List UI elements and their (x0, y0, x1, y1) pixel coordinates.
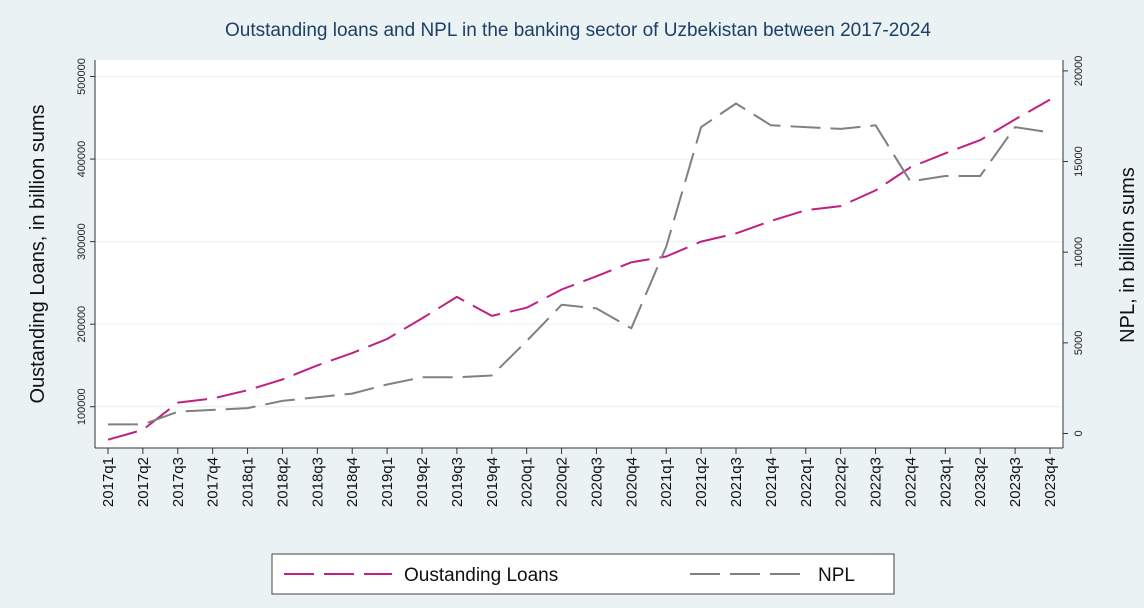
x-tick-label-12: 2020q1 (519, 457, 536, 507)
x-tick-label-21: 2022q2 (833, 457, 850, 507)
y2-axis-label: NPL, in billion sums (1117, 167, 1139, 343)
x-tick-label-9: 2019q2 (414, 457, 431, 507)
x-tick-label-8: 2019q1 (379, 457, 396, 507)
x-tick-label-3: 2017q4 (205, 457, 222, 507)
x-tick-label-22: 2022q3 (868, 457, 885, 507)
legend-label-npl: NPL (818, 565, 855, 586)
y-tick-label-4: 500000 (76, 58, 88, 95)
legend-label-loans: Oustanding Loans (404, 565, 558, 586)
y2-tick-label-4: 20000 (1073, 56, 1085, 87)
x-tick-label-13: 2020q2 (554, 457, 571, 507)
y-tick-label-3: 400000 (76, 141, 88, 178)
y-tick-label-0: 100000 (76, 388, 88, 425)
gridlines (95, 75, 1063, 408)
x-tick-label-1: 2017q2 (135, 457, 152, 507)
x-tick-label-5: 2018q2 (274, 457, 291, 507)
y-axis-label: Oustanding Loans, in billion sums (27, 104, 49, 403)
y-tick-label-2: 300000 (76, 223, 88, 260)
x-tick-label-16: 2021q1 (658, 457, 675, 507)
series-group (107, 98, 1051, 441)
x-tick-label-24: 2023q1 (937, 457, 954, 507)
x-tick-label-25: 2023q2 (972, 457, 989, 507)
x-tick-label-7: 2018q4 (344, 457, 361, 507)
x-tick-label-0: 2017q1 (100, 457, 117, 507)
x-tick-label-20: 2022q1 (798, 457, 815, 507)
y2-tick-label-0: 0 (1073, 430, 1085, 436)
x-tick-label-11: 2019q4 (484, 457, 501, 507)
plot-area (95, 60, 1063, 448)
y2-tick-label-1: 5000 (1073, 331, 1085, 355)
x-tick-label-6: 2018q3 (309, 457, 326, 507)
x-tick-label-4: 2018q1 (240, 457, 257, 507)
x-tick-label-14: 2020q3 (588, 457, 605, 507)
y2-tick-label-2: 10000 (1073, 237, 1085, 268)
x-tick-label-23: 2022q4 (902, 457, 919, 507)
x-tick-label-17: 2021q2 (693, 457, 710, 507)
y-tick-label-1: 200000 (76, 306, 88, 343)
y2-tick-label-3: 15000 (1073, 146, 1085, 177)
chart-title: Outstanding loans and NPL in the banking… (225, 20, 931, 41)
x-tick-label-19: 2021q4 (763, 457, 780, 507)
x-tick-label-18: 2021q3 (728, 457, 745, 507)
x-tick-label-26: 2023q3 (1007, 457, 1024, 507)
legend: Oustanding Loans NPL (271, 553, 895, 595)
x-tick-label-27: 2023q4 (1042, 457, 1059, 507)
x-tick-label-2: 2017q3 (170, 457, 187, 507)
x-tick-label-10: 2019q3 (449, 457, 466, 507)
series-line-1 (108, 102, 1051, 426)
series-line-0 (107, 98, 1051, 441)
x-tick-label-15: 2020q4 (623, 457, 640, 507)
axes: 100000 200000 300000 400000 500000 0 5000 10000… (76, 56, 1085, 507)
